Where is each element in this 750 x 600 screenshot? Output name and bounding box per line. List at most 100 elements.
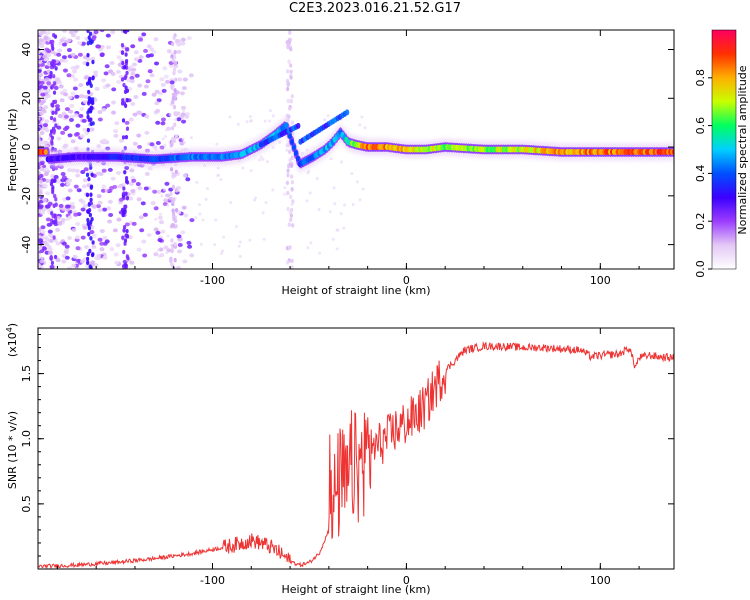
noise-cell — [166, 234, 170, 238]
noise-cell — [38, 41, 42, 46]
noise-cell — [189, 253, 195, 258]
noise-cell — [182, 173, 188, 178]
noise-cell — [57, 220, 63, 225]
noise-cell — [124, 134, 129, 140]
noise-cell — [170, 126, 175, 131]
noise-cell — [187, 244, 193, 249]
noise-cell — [290, 174, 294, 179]
noise-cell — [44, 119, 50, 124]
noise-cell — [283, 186, 287, 190]
noise-cell — [67, 266, 73, 269]
heatmap-x-ticks: -100 0 100 — [56, 30, 640, 287]
noise-cell — [54, 197, 58, 202]
noise-cell — [83, 167, 89, 172]
noise-cell — [131, 221, 137, 226]
noise-cell — [163, 134, 167, 138]
noise-cell — [97, 200, 103, 205]
noise-cell — [220, 249, 224, 253]
noise-cell — [174, 169, 178, 175]
noise-cell — [171, 199, 175, 204]
colorbar-tick-label: 0.6 — [694, 117, 707, 135]
noise-cell — [111, 100, 117, 105]
noise-cell — [49, 254, 53, 260]
noise-cell — [204, 197, 208, 201]
noise-cell — [174, 77, 178, 82]
noise-cell — [72, 69, 78, 74]
noise-cell — [286, 98, 290, 104]
noise-cell — [171, 184, 176, 190]
noise-cell — [286, 172, 290, 178]
colorbar-label: Normalized spectral amplitude — [736, 65, 749, 234]
noise-cell — [159, 145, 165, 150]
snr-y-ticks: 0.5 1.0 1.5 — [20, 334, 674, 557]
noise-cell — [50, 43, 54, 48]
noise-cell — [43, 36, 49, 41]
noise-cell — [164, 181, 170, 186]
noise-cell — [229, 201, 233, 205]
noise-cell — [315, 177, 319, 181]
noise-cell — [108, 212, 114, 217]
noise-cell — [126, 256, 130, 261]
noise-cell — [52, 235, 56, 240]
snr-y-tick-label: 1.0 — [20, 430, 33, 448]
noise-cell — [290, 155, 294, 161]
noise-cell — [172, 35, 176, 41]
noise-cell — [176, 49, 182, 54]
noise-cell — [62, 88, 68, 93]
noise-cell — [166, 203, 170, 207]
noise-cell — [80, 41, 86, 46]
noise-cell — [63, 92, 69, 97]
noise-cell — [194, 216, 198, 220]
noise-cell — [278, 140, 282, 144]
noise-cell — [125, 228, 129, 234]
noise-cell — [55, 179, 61, 184]
noise-cell — [136, 133, 142, 138]
noise-cell — [332, 186, 336, 190]
noise-cell — [55, 215, 61, 220]
noise-cell — [140, 201, 146, 206]
noise-cell — [101, 184, 107, 189]
noise-cell — [308, 191, 312, 195]
noise-cell — [151, 49, 157, 54]
noise-cell — [169, 167, 174, 172]
noise-cell — [355, 180, 359, 184]
noise-cell — [71, 228, 77, 233]
noise-cell — [51, 39, 55, 45]
heatmap-y-ticks: -40 -20 0 20 40 — [20, 43, 674, 254]
noise-cell — [290, 179, 295, 185]
noise-cell — [130, 44, 136, 49]
noise-cell — [153, 227, 159, 232]
noise-cell — [75, 246, 81, 251]
noise-cell — [63, 143, 69, 148]
noise-cell — [66, 73, 72, 78]
noise-cell — [38, 162, 42, 167]
noise-cell — [163, 198, 169, 203]
noise-cell — [61, 111, 67, 116]
noise-cell — [59, 182, 65, 187]
snr-x-tick-label: 100 — [590, 574, 611, 587]
noise-cell — [54, 104, 60, 109]
noise-cell — [71, 263, 77, 268]
noise-cell — [50, 102, 54, 107]
heatmap-frame — [37, 29, 675, 270]
noise-cell — [38, 165, 41, 170]
noise-cell — [120, 77, 125, 82]
noise-cell — [65, 182, 71, 187]
noise-cell — [289, 47, 293, 52]
noise-cell — [152, 189, 158, 194]
noise-cell — [52, 203, 56, 209]
noise-cell — [177, 77, 183, 82]
noise-cell — [93, 263, 99, 268]
noise-cell — [86, 217, 90, 223]
noise-cell — [116, 217, 122, 222]
noise-cell — [60, 171, 66, 176]
noise-cell — [306, 171, 310, 175]
noise-cell — [110, 30, 116, 35]
noise-cell — [90, 260, 96, 265]
page-title: C2E3.2023.016.21.52.G17 — [288, 1, 462, 16]
noise-cell — [88, 31, 93, 37]
noise-cell — [287, 149, 292, 154]
noise-cell — [350, 172, 354, 176]
noise-cell — [157, 238, 163, 243]
noise-cell — [133, 57, 139, 62]
